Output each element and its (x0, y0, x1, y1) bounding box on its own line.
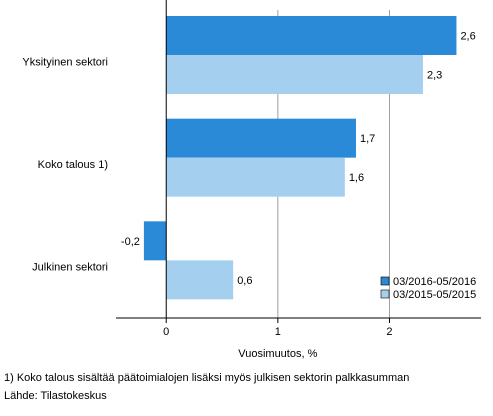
data-label-1-3: -0,2 (121, 236, 140, 248)
data-label-1-2: 1,7 (360, 133, 375, 145)
data-label-2-1: 2,3 (427, 70, 442, 82)
category-label-3: Julkinen sektori (32, 262, 108, 274)
data-label-1-1: 2,6 (460, 31, 475, 43)
bar-1-2 (166, 118, 356, 158)
source-note: Lähde: Tilastokeskus (4, 390, 107, 402)
bar-2-3 (166, 260, 234, 300)
data-label-2-2: 1,6 (349, 172, 364, 184)
data-label-2-3: 0,6 (237, 275, 252, 287)
x-tick-label-0: 0 (163, 326, 169, 338)
bar-1-3 (143, 221, 167, 261)
legend-swatch-1 (380, 276, 390, 286)
bar-2-2 (166, 157, 345, 197)
labels: 2,6 2,3 Yksityinen sektori 1,7 1,6 Koko talou… (22, 31, 475, 361)
category-label-2: Koko talous 1) (38, 159, 108, 171)
bar-1-1 (166, 16, 457, 55)
legend-label-1: 03/2016-05/2016 (393, 276, 476, 288)
footnote: 1) Koko talous sisältää päätoimialojen l… (4, 372, 410, 384)
x-axis-title: Vuosimuutos, % (238, 348, 317, 360)
bars (143, 16, 457, 300)
legend-swatch-2 (380, 289, 390, 299)
x-tick-label-1: 1 (275, 326, 281, 338)
x-tick-label-2: 2 (386, 326, 392, 338)
category-label-1: Yksityinen sektori (22, 56, 108, 68)
bar-2-1 (166, 55, 423, 94)
legend-label-2: 03/2015-05/2015 (393, 289, 476, 301)
axes (116, 0, 481, 323)
